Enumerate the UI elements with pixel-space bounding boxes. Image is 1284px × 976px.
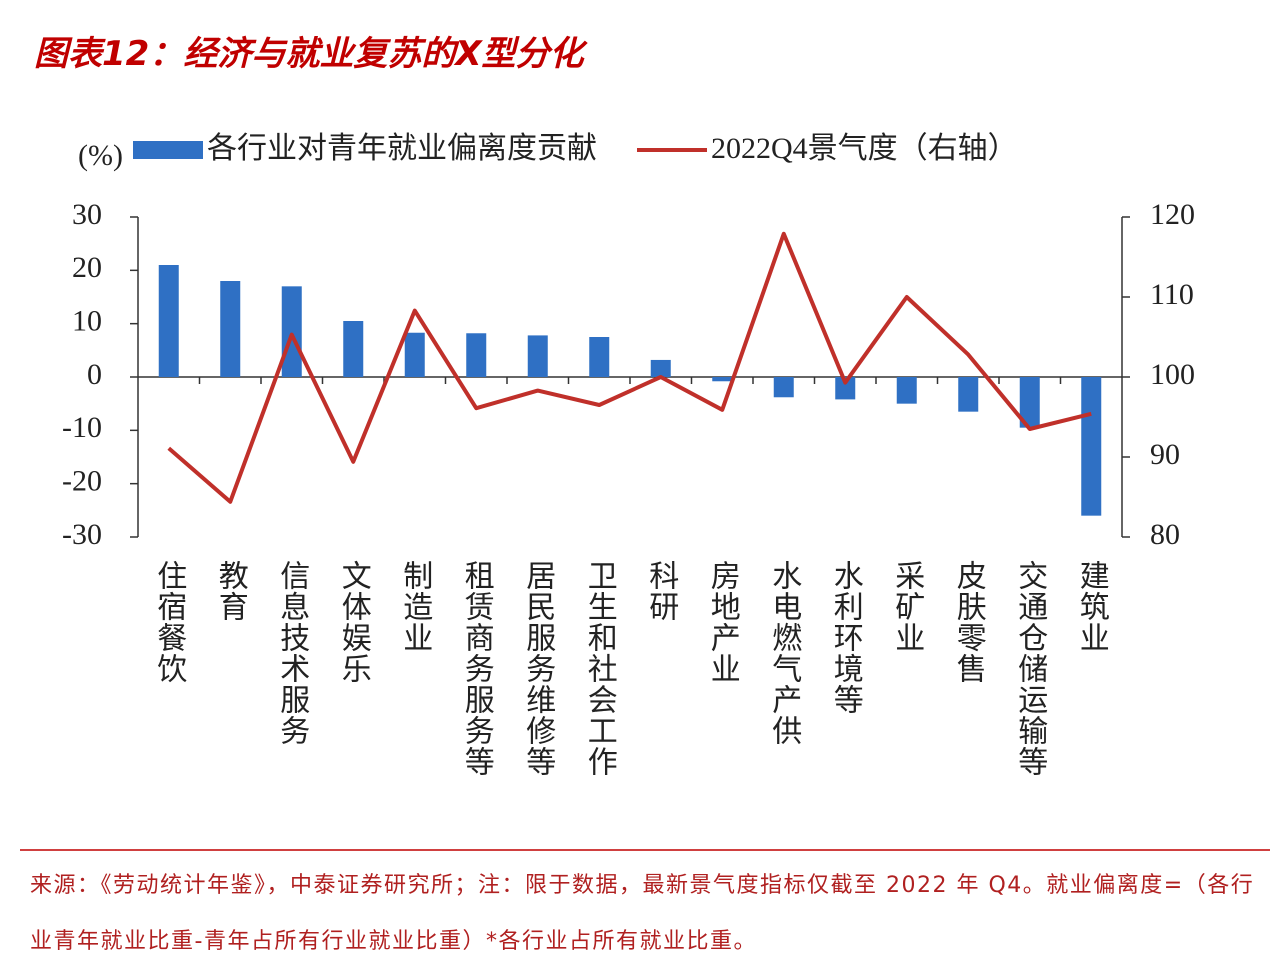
y2-tick-label: 110	[1150, 278, 1194, 311]
x-tick-label: 交通仓储运输等	[1013, 560, 1048, 777]
legend-label: 各行业对青年就业偏离度贡献	[207, 132, 597, 165]
y-tick-label: 30	[72, 198, 102, 231]
x-tick-label: 水电燃气产供	[767, 560, 802, 746]
bar	[158, 265, 179, 377]
bar	[466, 333, 487, 377]
x-tick-label: 建筑业	[1075, 560, 1109, 653]
bar	[1019, 377, 1040, 428]
x-tick-label: 居民服务维修等	[521, 560, 556, 777]
bar	[404, 332, 425, 377]
y-tick-label: -30	[62, 518, 102, 551]
x-tick-label: 文体娱乐	[337, 560, 372, 684]
x-tick-label: 采矿业	[890, 560, 925, 653]
y2-tick-label: 80	[1150, 518, 1180, 551]
y2-tick-label: 100	[1150, 358, 1195, 391]
bar	[527, 335, 548, 377]
bar	[958, 377, 979, 412]
y-tick-label: -20	[62, 465, 102, 498]
y2-tick-label: 90	[1150, 438, 1180, 471]
bar	[589, 337, 610, 377]
y-axis-label: (%)	[78, 139, 123, 172]
bar	[896, 377, 917, 404]
x-tick-label: 制造业	[398, 560, 432, 653]
x-tick-label: 信息技术服务	[275, 560, 310, 746]
line-series	[167, 231, 1092, 504]
bar	[712, 377, 733, 382]
y2-tick-label: 120	[1150, 198, 1195, 231]
y-tick-label: 10	[72, 305, 102, 338]
x-tick-label: 科研	[644, 560, 679, 622]
x-tick-label: 房地产业	[706, 560, 741, 684]
bar	[220, 281, 241, 377]
bar	[343, 321, 364, 377]
x-tick-label: 教育	[214, 560, 249, 622]
bar	[650, 359, 671, 377]
y-tick-label: -10	[62, 411, 102, 444]
chart-title: 图表12：经济与就业复苏的X型分化	[34, 34, 584, 74]
y-tick-label: 0	[87, 358, 102, 391]
x-tick-label: 水利环境等	[829, 560, 864, 715]
x-tick-label: 租赁商务服务等	[460, 560, 495, 777]
x-tick-label: 皮肤零售	[952, 560, 987, 684]
legend-label: 2022Q4景气度（右轴）	[711, 132, 1018, 165]
x-tick-label: 住宿餐饮	[152, 560, 187, 684]
bar	[281, 286, 302, 377]
y-tick-label: 20	[72, 251, 102, 284]
bar	[773, 377, 794, 398]
legend-swatch	[133, 141, 203, 159]
bar	[835, 377, 856, 400]
source-note: 来源：《劳动统计年鉴》，中泰证券研究所；注：限于数据，最新景气度指标仅截至 20…	[30, 873, 1255, 954]
bar	[1081, 377, 1102, 516]
x-tick-label: 卫生和社会工作	[583, 560, 618, 777]
